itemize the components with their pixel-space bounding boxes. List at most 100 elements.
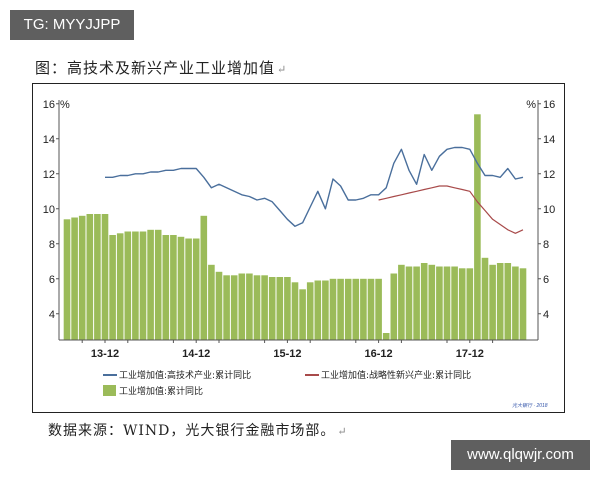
paragraph-mark-icon: ↵ — [337, 425, 348, 438]
svg-text:12: 12 — [43, 169, 55, 181]
chart-frame — [32, 83, 565, 413]
svg-text:14: 14 — [43, 134, 55, 146]
bar — [337, 278, 344, 341]
svg-text:10: 10 — [543, 204, 555, 216]
bar — [170, 235, 177, 340]
bar — [405, 266, 413, 340]
bar — [261, 275, 268, 341]
svg-text:6: 6 — [543, 274, 549, 286]
bar — [344, 278, 352, 341]
bar — [109, 235, 116, 340]
bar — [413, 266, 420, 340]
bar — [458, 268, 466, 341]
bar — [162, 235, 170, 340]
bar — [230, 275, 238, 341]
svg-text:10: 10 — [43, 204, 55, 216]
svg-text:17-12: 17-12 — [456, 348, 484, 360]
svg-text:14-12: 14-12 — [182, 348, 210, 360]
bar — [124, 231, 132, 340]
bar-series-industrial-value-added — [63, 114, 527, 341]
svg-text:工业增加值:高技术产业:累计同比: 工业增加值:高技术产业:累计同比 — [119, 369, 251, 381]
bar — [78, 215, 86, 341]
bar — [512, 266, 519, 340]
bar — [375, 278, 382, 341]
svg-text:工业增加值:战略性新兴产业:累计同比: 工业增加值:战略性新兴产业:累计同比 — [321, 369, 471, 381]
legend: 工业增加值:高技术产业:累计同比 工业增加值:战略性新兴产业:累计同比工业增加值:… — [103, 369, 471, 397]
logo-icon: 光大银行 · 2018 — [512, 402, 548, 409]
bar — [291, 282, 299, 341]
bar — [519, 268, 527, 341]
bar — [268, 277, 276, 340]
svg-text:15-12: 15-12 — [273, 348, 301, 360]
bar — [208, 264, 215, 341]
bar — [466, 268, 474, 341]
bar — [390, 273, 398, 340]
svg-text:16: 16 — [43, 99, 55, 111]
bar — [101, 214, 109, 340]
svg-text:16-12: 16-12 — [365, 348, 393, 360]
bar — [86, 214, 94, 340]
bar — [367, 278, 375, 341]
bar — [192, 238, 200, 340]
line-series-emerging — [378, 185, 524, 234]
bar — [496, 263, 504, 340]
bar — [94, 214, 101, 340]
bar — [352, 278, 360, 341]
bar — [246, 273, 253, 340]
bar — [428, 264, 436, 341]
bar — [215, 271, 223, 341]
bar — [299, 289, 306, 341]
bar — [200, 215, 208, 341]
bar — [139, 231, 147, 340]
svg-text:%: % — [526, 99, 536, 111]
svg-text:%: % — [60, 99, 70, 111]
svg-text:8: 8 — [543, 239, 549, 251]
svg-text:16: 16 — [543, 99, 555, 111]
svg-text:14: 14 — [543, 134, 555, 146]
svg-text:6: 6 — [49, 274, 55, 286]
bar — [132, 231, 139, 340]
bar — [474, 114, 481, 341]
line-series-high-tech — [105, 146, 524, 227]
bar — [253, 275, 261, 341]
bar — [360, 278, 367, 341]
bar — [238, 273, 246, 340]
bar — [322, 280, 329, 340]
bar — [451, 266, 458, 340]
bar — [223, 275, 230, 341]
bar — [154, 229, 162, 341]
bar — [306, 282, 314, 341]
bar — [314, 280, 322, 340]
figure-title-text: 图：高技术及新兴产业工业增加值 — [35, 59, 276, 77]
bar — [398, 264, 405, 341]
data-source-note: 数据来源：WIND，光大银行金融市场部。 ↵ — [48, 420, 348, 440]
watermark-top: TG: MYYJJPP — [10, 10, 134, 40]
figure-title: 图：高技术及新兴产业工业增加值 ↵ — [35, 57, 287, 78]
bar — [329, 278, 337, 341]
axes: 4 4 6 6 8 8 10 10 12 12 14 14 16 16% % 13-12 14-12 15-12 1… — [43, 99, 556, 360]
bar — [420, 263, 428, 340]
bar — [63, 219, 71, 341]
svg-text:12: 12 — [543, 169, 555, 181]
bar — [443, 266, 451, 340]
bar — [116, 233, 124, 341]
bar — [71, 217, 78, 340]
svg-text:8: 8 — [49, 239, 55, 251]
svg-text:4: 4 — [543, 309, 549, 321]
bar — [177, 236, 185, 341]
bar — [382, 333, 390, 340]
bar — [481, 257, 489, 341]
bar — [284, 277, 291, 340]
paragraph-mark-icon: ↵ — [277, 63, 288, 76]
svg-text:4: 4 — [49, 309, 55, 321]
bar — [504, 263, 512, 340]
bar — [185, 238, 192, 340]
bar — [276, 277, 284, 340]
bar — [489, 264, 496, 341]
bar — [436, 266, 443, 340]
data-source-text: 数据来源：WIND，光大银行金融市场部。 — [48, 423, 336, 439]
watermark-bottom: www.qlqwjr.com — [451, 440, 590, 470]
bar — [147, 229, 154, 341]
svg-text:工业增加值:累计同比: 工业增加值:累计同比 — [119, 385, 203, 397]
